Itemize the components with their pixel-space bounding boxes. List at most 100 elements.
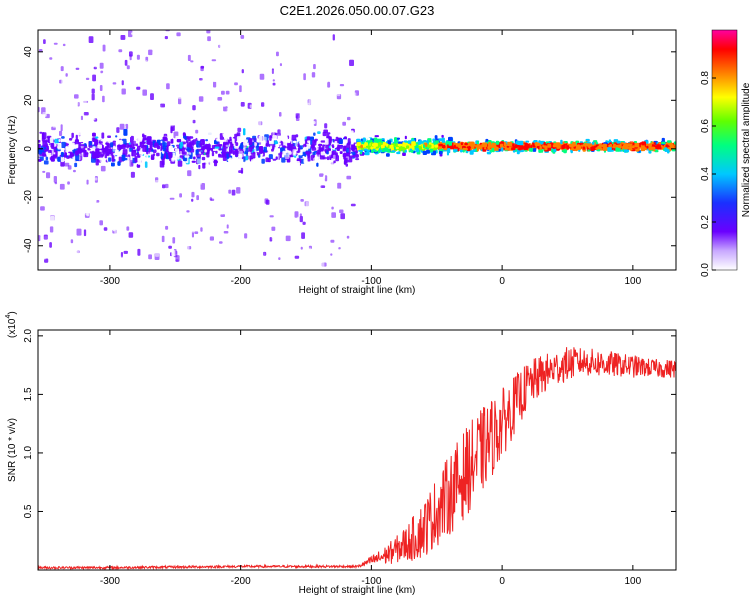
heatmap-cell xyxy=(488,142,492,146)
heatmap-cell xyxy=(263,146,267,153)
heatmap-cell xyxy=(153,71,157,78)
heatmap-cell xyxy=(623,149,627,153)
heatmap-cell xyxy=(80,193,83,197)
heatmap-cell xyxy=(329,77,333,85)
heatmap-cell xyxy=(164,36,168,40)
heatmap-cell xyxy=(49,88,52,95)
heatmap-cell xyxy=(78,142,82,149)
heatmap-cell xyxy=(43,160,49,165)
heatmap-cell xyxy=(171,158,175,162)
heatmap-cell xyxy=(106,252,111,257)
heatmap-cell xyxy=(236,225,240,231)
heatmap-cell xyxy=(193,156,196,160)
heatmap-cell xyxy=(265,223,271,230)
heatmap-cell xyxy=(170,126,173,134)
heatmap-cell xyxy=(243,125,247,129)
heatmap-cell xyxy=(129,51,133,57)
heatmap-cell xyxy=(84,92,90,98)
heatmap-cell xyxy=(119,51,123,56)
heatmap-cell xyxy=(168,173,172,180)
heatmap-cell xyxy=(306,225,310,232)
heatmap-cell xyxy=(56,104,60,111)
heatmap-cell xyxy=(75,36,81,40)
heatmap-cell xyxy=(320,147,324,152)
spectrogram-y-tick-label: 20 xyxy=(23,94,34,106)
heatmap-cell xyxy=(254,211,258,215)
heatmap-cell xyxy=(147,214,151,221)
heatmap-cell xyxy=(129,183,133,188)
heatmap-cell xyxy=(49,226,54,233)
heatmap-cell xyxy=(261,158,265,164)
heatmap-cell xyxy=(135,69,140,75)
heatmap-cell xyxy=(299,139,303,146)
heatmap-cell xyxy=(243,128,246,136)
heatmap-cell xyxy=(321,262,325,268)
heatmap-cell xyxy=(234,82,238,86)
heatmap-cell xyxy=(207,232,211,238)
heatmap-cell xyxy=(140,153,144,159)
heatmap-cell xyxy=(311,90,315,98)
heatmap-cell xyxy=(50,78,55,81)
snr-x-tick-label: -200 xyxy=(231,576,251,587)
colorbar-ticks: 0.0 0.2 0.4 0.6 0.8 xyxy=(700,71,716,277)
heatmap-cell xyxy=(59,223,62,230)
heatmap-cell xyxy=(347,138,351,145)
heatmap-cell xyxy=(179,141,183,149)
heatmap-cell xyxy=(102,95,105,103)
heatmap-cell xyxy=(411,145,415,149)
heatmap-cell xyxy=(669,143,674,148)
heatmap-cell xyxy=(59,95,65,99)
heatmap-cell xyxy=(91,52,95,58)
heatmap-cell xyxy=(397,151,401,155)
heatmap-cell xyxy=(282,249,286,255)
heatmap-cell xyxy=(293,140,297,143)
heatmap-cell xyxy=(161,235,165,243)
heatmap-cell xyxy=(472,149,476,152)
heatmap-cell xyxy=(187,125,191,130)
heatmap-cell xyxy=(120,60,123,66)
heatmap-cell xyxy=(44,258,49,263)
heatmap-cell xyxy=(306,136,311,142)
heatmap-cell xyxy=(233,150,239,154)
heatmap-cell xyxy=(136,92,140,96)
heatmap-cell xyxy=(330,117,334,122)
heatmap-cell xyxy=(255,205,259,209)
heatmap-cell xyxy=(142,56,145,61)
heatmap-cell xyxy=(279,151,282,158)
heatmap-cell xyxy=(73,243,78,251)
heatmap-cell xyxy=(59,183,65,190)
heatmap-cell xyxy=(256,152,260,156)
heatmap-cell xyxy=(310,140,313,146)
heatmap-cell xyxy=(191,140,195,146)
heatmap-cell xyxy=(154,210,160,215)
heatmap-cell xyxy=(115,58,119,61)
heatmap-cell xyxy=(275,160,278,168)
heatmap-cell xyxy=(269,187,272,193)
heatmap-cell xyxy=(280,141,284,146)
heatmap-cell xyxy=(423,144,425,149)
heatmap-cell xyxy=(224,113,229,119)
heatmap-cell xyxy=(47,136,51,143)
heatmap-cell xyxy=(585,138,590,142)
heatmap-cell xyxy=(382,142,387,146)
heatmap-cell xyxy=(128,142,131,145)
heatmap-cell xyxy=(47,154,52,158)
heatmap-cell xyxy=(145,172,151,176)
heatmap-cell xyxy=(76,207,80,211)
heatmap-cell xyxy=(186,210,190,213)
heatmap-cell xyxy=(137,136,143,142)
heatmap-cell xyxy=(404,135,407,140)
heatmap-cell xyxy=(523,145,529,150)
heatmap-cell xyxy=(219,241,223,244)
heatmap-cell xyxy=(485,138,489,142)
heatmap-cell xyxy=(103,195,108,199)
heatmap-cell xyxy=(136,54,140,60)
heatmap-cell xyxy=(434,147,438,150)
heatmap-cell xyxy=(295,191,298,196)
heatmap-cell xyxy=(55,150,58,158)
heatmap-cell xyxy=(132,146,136,149)
heatmap-cell xyxy=(563,148,567,154)
heatmap-cell xyxy=(136,100,140,106)
heatmap-cell xyxy=(462,148,468,151)
